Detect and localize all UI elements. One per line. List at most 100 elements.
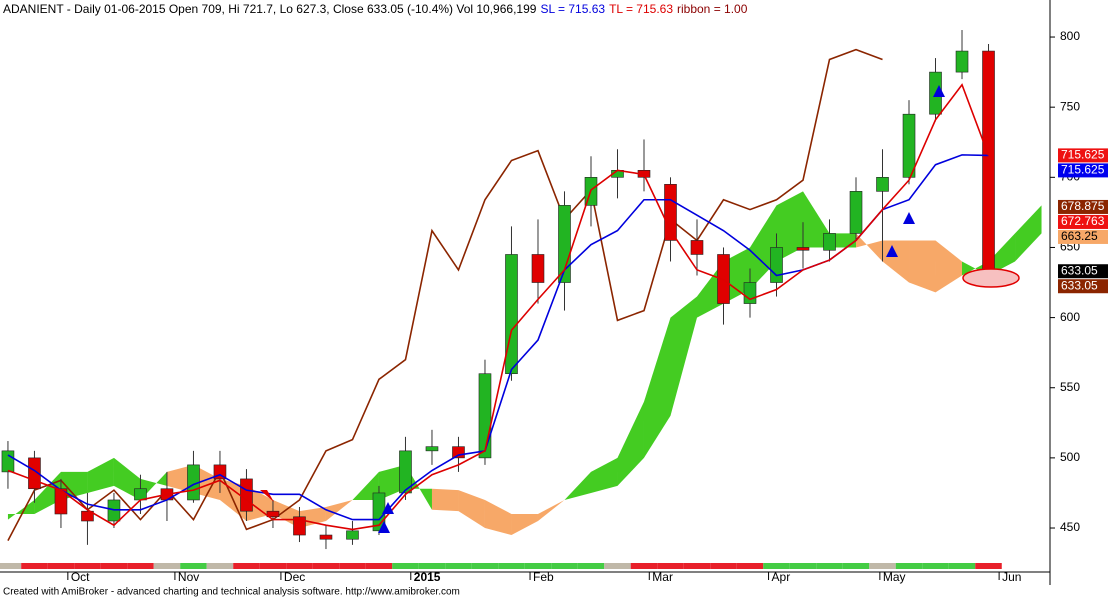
y-tick-label: 750 xyxy=(1060,99,1080,113)
x-tick-label: Dec xyxy=(284,570,305,584)
cloud-segment xyxy=(193,464,220,500)
x-tick-label: Nov xyxy=(178,570,199,584)
cloud-segment xyxy=(484,499,512,536)
cloud-segment xyxy=(537,499,565,522)
cloud-segment xyxy=(909,240,936,293)
chart-title: ADANIENT - Daily 01-06-2015 Open 709, Hi… xyxy=(3,2,748,16)
cloud-segment xyxy=(140,471,167,500)
candle-body xyxy=(955,50,969,73)
ribbon-segment xyxy=(736,563,764,569)
ribbon-segment xyxy=(657,563,684,569)
signal-arrow xyxy=(260,490,274,502)
ribbon-segment xyxy=(180,563,207,569)
candle-body xyxy=(902,113,916,178)
x-tick-label: Oct xyxy=(71,570,90,584)
cloud-segment xyxy=(643,317,671,458)
candle-body xyxy=(319,534,333,540)
candle-body xyxy=(293,516,306,536)
x-tick-label: Jun xyxy=(1002,570,1021,584)
ribbon-segment xyxy=(869,563,896,569)
price-label: 715.625 xyxy=(1061,148,1105,162)
candle-body xyxy=(664,184,677,241)
ribbon-segment xyxy=(948,563,976,569)
cloud-segment xyxy=(935,240,963,293)
y-tick-label: 600 xyxy=(1060,310,1080,324)
x-tick-label: Feb xyxy=(533,570,554,584)
candle-body xyxy=(849,191,863,234)
ribbon-segment xyxy=(975,563,1002,569)
ribbon-segment xyxy=(816,563,843,569)
price-label: 633.05 xyxy=(1061,263,1098,277)
candle-body xyxy=(796,247,810,251)
ribbon-segment xyxy=(206,563,234,569)
candle-body xyxy=(876,177,889,192)
ribbon-segment xyxy=(392,563,419,569)
cloud-segment xyxy=(246,485,273,522)
y-tick-label: 550 xyxy=(1060,380,1080,394)
line-tl xyxy=(7,83,990,531)
ribbon-label: ribbon = 1.00 xyxy=(677,2,748,16)
price-label: 672.763 xyxy=(1061,214,1105,228)
candle-body xyxy=(531,254,545,283)
ribbon-segment xyxy=(551,563,578,569)
cloud-segment xyxy=(803,191,830,248)
ribbon-segment xyxy=(922,563,949,569)
cloud-segment xyxy=(856,233,883,262)
ribbon-segment xyxy=(339,563,366,569)
candle-body xyxy=(982,50,995,272)
x-tick-label: 2015 xyxy=(414,570,441,584)
ribbon-segment xyxy=(286,563,313,569)
candle-body xyxy=(478,373,492,459)
ribbon-segment xyxy=(789,563,817,569)
price-label-box xyxy=(1058,229,1108,244)
candle-body xyxy=(81,510,94,522)
cloud-segment xyxy=(696,261,724,318)
ribbon-segment xyxy=(604,563,631,569)
cloud-segment xyxy=(7,499,35,520)
ribbon-segment xyxy=(577,563,605,569)
ribbon-segment xyxy=(74,563,101,569)
cloud-segment xyxy=(458,490,485,529)
cloud-segment xyxy=(299,506,326,529)
plot-area xyxy=(0,30,1042,569)
ribbon-segment xyxy=(100,563,128,569)
ribbon-segment xyxy=(233,563,260,569)
candle-body xyxy=(452,446,465,459)
ribbon-segment xyxy=(259,563,287,569)
x-tick-label: Mar xyxy=(652,570,673,584)
x-tick-label: Apr xyxy=(772,570,791,584)
candle-body xyxy=(54,488,68,515)
x-tick-label: May xyxy=(883,570,906,584)
candle-body xyxy=(346,530,359,540)
price-label-box xyxy=(1058,148,1108,163)
ribbon-segment xyxy=(683,563,711,569)
ribbon-segment xyxy=(710,563,737,569)
candle-body xyxy=(823,233,836,251)
y-tick-label: 500 xyxy=(1060,450,1080,464)
cloud-segment xyxy=(723,247,750,304)
cloud-segment xyxy=(776,191,804,262)
price-label-box xyxy=(1058,163,1108,178)
cloud-segment xyxy=(1015,205,1042,262)
price-label-box xyxy=(1058,264,1108,279)
candle-body xyxy=(690,240,704,255)
signal-arrow xyxy=(378,521,390,533)
signal-arrow xyxy=(903,212,915,224)
ribbon-segment xyxy=(312,563,340,569)
ribbon-segment xyxy=(524,563,552,569)
cloud-segment xyxy=(511,513,538,536)
tl-label: TL = 715.63 xyxy=(609,2,673,16)
cloud-segment xyxy=(87,457,114,493)
candle-body xyxy=(743,282,757,304)
candle-body xyxy=(266,510,280,518)
ribbon-segment xyxy=(763,563,790,569)
ribbon-segment xyxy=(153,563,181,569)
signal-ellipse xyxy=(962,268,1020,288)
candle-body xyxy=(1,450,15,473)
cloud-segment xyxy=(590,457,618,493)
candle-body xyxy=(505,254,518,375)
ribbon-segment xyxy=(365,563,393,569)
sl-label: SL = 715.63 xyxy=(540,2,605,16)
price-label: 715.625 xyxy=(1061,163,1105,177)
